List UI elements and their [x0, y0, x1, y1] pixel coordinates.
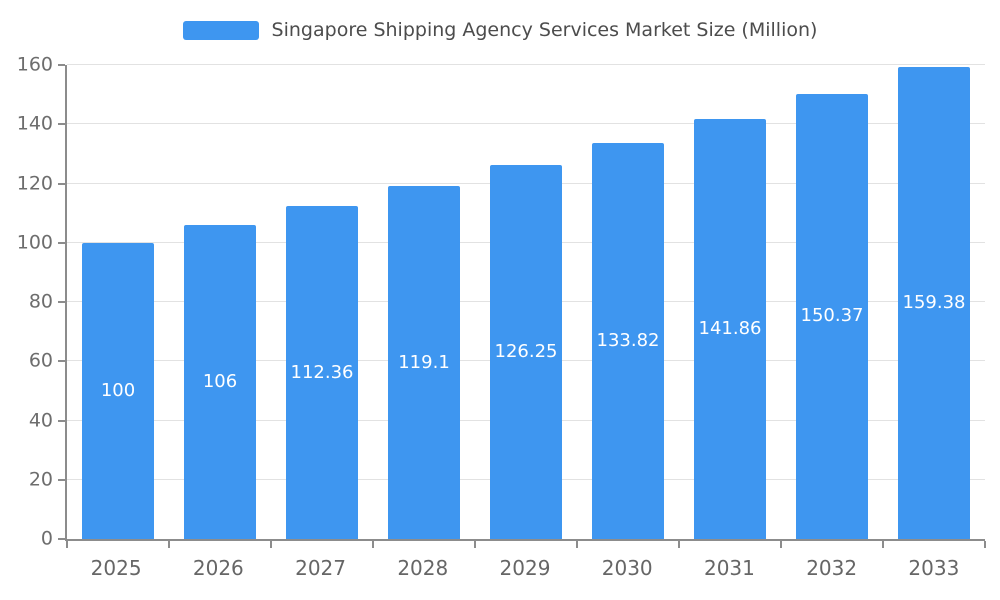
y-axis-tick	[58, 478, 65, 481]
bar-2031[interactable]: 141.86	[693, 118, 767, 539]
bar-2025[interactable]: 100	[81, 242, 155, 539]
bar-value-label: 119.1	[398, 351, 450, 373]
x-tick-label-2028: 2028	[397, 556, 449, 580]
y-tick-label: 20	[28, 468, 53, 491]
bar-band-2025: 100	[67, 65, 169, 539]
bar-2030[interactable]: 133.82	[591, 142, 665, 539]
bar-value-label: 133.82	[596, 329, 660, 351]
x-axis: 2025 2026 2027 2028 2029 2030 2031 2032 2033	[65, 556, 985, 580]
y-tick-label: 100	[16, 231, 53, 254]
x-tick-label-2033: 2033	[908, 556, 960, 580]
legend-swatch[interactable]	[182, 20, 259, 40]
x-tick-label-2030: 2030	[601, 556, 653, 580]
x-tick-label-2027: 2027	[295, 556, 346, 580]
bar-band-2030: 133.82	[577, 65, 679, 539]
bar-2028[interactable]: 119.1	[387, 186, 461, 539]
y-axis-tick	[58, 64, 65, 66]
x-tick-label-2029: 2029	[499, 556, 551, 580]
x-axis-tick	[576, 541, 578, 548]
bar-2027[interactable]: 112.36	[285, 206, 359, 539]
y-axis-tick	[58, 419, 65, 422]
bar-2026[interactable]: 106	[183, 224, 257, 539]
y-axis-tick	[58, 360, 65, 363]
x-axis-tick	[780, 541, 782, 548]
plot-area: 100 106 112.36 119.1 126.25 133.82 141.86 150.3…	[17, 55, 986, 548]
x-axis-tick	[371, 541, 374, 548]
gridline	[67, 123, 985, 125]
y-axis-tick	[58, 241, 65, 244]
bar-2033[interactable]: 159.38	[897, 66, 971, 539]
bar-band-2028: 119.1	[373, 65, 475, 539]
bar-value-label: 126.25	[494, 340, 558, 362]
x-axis-tick	[882, 541, 884, 548]
y-tick-label: 140	[16, 112, 53, 135]
chart-title[interactable]: Singapore Shipping Agency Services Marke…	[271, 19, 818, 41]
x-axis-tick	[984, 541, 986, 548]
x-tick-label-2026: 2026	[192, 556, 244, 580]
bar-band-2029: 126.25	[475, 65, 577, 539]
bar-value-label: 141.86	[698, 317, 762, 339]
bars-container: 100 106 112.36 119.1 126.25 133.82 141.86 150.3…	[67, 65, 985, 539]
y-axis-tick	[58, 538, 65, 540]
x-axis-tick	[474, 541, 476, 548]
bar-band-2027: 112.36	[271, 65, 373, 539]
bar-band-2031: 141.86	[679, 65, 781, 539]
x-axis-tick	[677, 541, 680, 548]
y-axis-tick	[58, 123, 65, 126]
bar-value-label: 150.37	[800, 305, 864, 327]
bar-value-label: 106	[202, 370, 238, 392]
legend: Singapore Shipping Agency Services Marke…	[0, 17, 1000, 43]
y-tick-label: 40	[28, 409, 53, 431]
y-tick-label: 160	[16, 53, 53, 76]
x-tick-label-2025: 2025	[90, 556, 142, 580]
bar-2029[interactable]: 126.25	[489, 164, 563, 539]
bar-2032[interactable]: 150.37	[795, 93, 869, 539]
x-tick-label-2031: 2031	[703, 556, 755, 580]
bar-value-label: 159.38	[902, 291, 966, 313]
bar-band-2033: 159.38	[883, 65, 985, 539]
bar-band-2032: 150.37	[781, 65, 883, 539]
y-tick-label: 0	[40, 527, 53, 550]
bar-band-2026: 106	[169, 65, 271, 539]
x-axis-tick	[168, 541, 170, 548]
y-tick-label: 60	[28, 349, 53, 372]
gridline	[67, 64, 985, 65]
y-tick-label: 120	[16, 172, 53, 194]
x-axis-tick	[66, 541, 68, 548]
x-tick-label-2032: 2032	[806, 556, 858, 580]
y-axis-tick	[58, 182, 65, 185]
y-axis-tick	[58, 301, 65, 303]
x-axis-tick	[270, 541, 272, 548]
bar-value-label: 112.36	[290, 361, 354, 383]
bar-value-label: 100	[100, 379, 136, 401]
y-tick-label: 80	[28, 290, 53, 313]
